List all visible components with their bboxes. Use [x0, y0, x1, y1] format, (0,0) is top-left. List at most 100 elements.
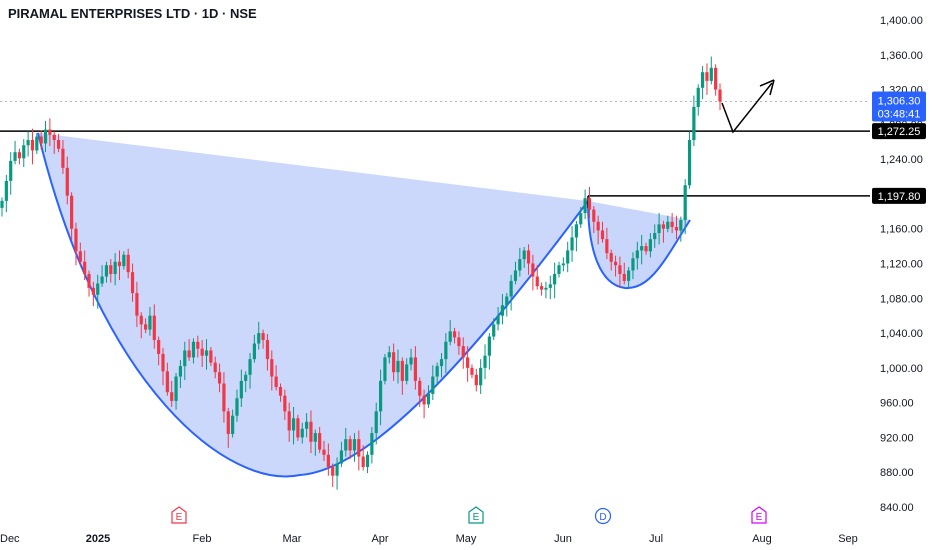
candle-body — [374, 411, 378, 434]
candle-body — [674, 226, 679, 231]
candle-body — [9, 160, 13, 181]
candle-body — [709, 67, 713, 81]
x-tick-label: Sep — [838, 533, 858, 545]
candle-body — [0, 200, 4, 208]
candle-body — [535, 276, 539, 287]
candle-body — [226, 411, 230, 434]
candle-body — [96, 283, 100, 295]
countdown-label: 03:48:41 — [878, 108, 921, 120]
candle-body — [413, 357, 417, 381]
event-marker-e[interactable]: E — [751, 506, 767, 524]
candle-body — [574, 224, 578, 238]
candle-body — [200, 348, 204, 356]
level-lines — [0, 100, 870, 208]
candle-body — [139, 315, 143, 325]
x-axis: Dec 2025 Feb Mar Apr May Jun Jul Aug Sep — [0, 533, 858, 545]
candle-body — [439, 359, 444, 367]
candle-body — [244, 374, 248, 381]
event-marker-e[interactable]: E — [171, 506, 187, 524]
candle-body — [557, 265, 561, 274]
candle-body — [22, 145, 26, 159]
y-tick-label: 1,400.00 — [880, 15, 923, 27]
event-marker-e[interactable]: E — [468, 506, 484, 524]
candle-body — [618, 265, 622, 274]
candle-body — [653, 233, 657, 240]
candle-body — [444, 341, 448, 360]
event-letter: E — [176, 512, 183, 523]
candle-body — [500, 305, 505, 316]
event-marker-d[interactable]: D — [594, 507, 612, 525]
candle-body — [570, 237, 574, 251]
candle-body — [326, 454, 330, 467]
candle-body — [217, 372, 222, 384]
event-letter: E — [473, 512, 480, 523]
level-price-label: 1,272.25 — [878, 126, 921, 138]
candle-body — [209, 350, 213, 363]
candle-body — [322, 449, 326, 455]
candle-body — [126, 254, 130, 273]
candle-body — [309, 421, 313, 442]
candle-body — [448, 331, 452, 342]
candle-body — [261, 333, 265, 341]
candle-body — [583, 198, 587, 214]
x-tick-label: Jul — [649, 533, 663, 545]
candle-body — [339, 450, 344, 464]
candle-body — [548, 284, 552, 288]
candle-body — [357, 439, 361, 457]
candle-body — [196, 341, 200, 349]
candle-body — [344, 439, 348, 451]
candle-body — [466, 357, 470, 368]
candle-body — [291, 418, 296, 431]
candle-body — [526, 250, 531, 264]
candle-body — [405, 364, 409, 381]
candle-body — [152, 315, 156, 341]
candle-body — [148, 315, 152, 330]
y-tick-label: 920.00 — [880, 432, 914, 444]
candle-body — [191, 341, 196, 358]
level-price-tag — [872, 187, 926, 204]
candle-body — [474, 374, 478, 386]
projection-arrow — [721, 79, 775, 134]
y-tick-label: 880.00 — [880, 467, 914, 479]
candle-body — [70, 195, 74, 229]
candle-body — [679, 220, 683, 231]
candle-body — [287, 411, 291, 431]
candle-body — [130, 272, 135, 294]
candle-body — [183, 350, 187, 367]
candle-body — [644, 246, 648, 252]
x-tick-label: Apr — [371, 533, 388, 545]
candle-body — [235, 398, 239, 416]
level-price-label: 1,197.80 — [878, 191, 921, 203]
candle-body — [640, 246, 644, 251]
candle-body — [409, 357, 413, 365]
candle-body — [91, 287, 95, 295]
y-tick-label: 840.00 — [880, 502, 914, 514]
candle-body — [274, 376, 278, 387]
chart-title: PIRAMAL ENTERPRISES LTD · 1D · NSE — [8, 6, 257, 21]
candle-body — [600, 230, 605, 240]
candle-body — [157, 340, 161, 354]
candle-body — [17, 152, 22, 159]
candle-body — [461, 346, 465, 358]
candle-body — [513, 270, 518, 281]
candle-body — [579, 213, 583, 225]
candle-body — [613, 261, 618, 266]
candle-body — [452, 331, 457, 338]
candle-body — [361, 456, 365, 467]
candle-body — [566, 250, 570, 264]
candle-body — [696, 87, 700, 107]
candle-body — [418, 380, 422, 396]
candle-body — [65, 167, 69, 196]
candle-body — [318, 433, 322, 450]
candle-body — [174, 376, 178, 401]
candle-body — [252, 343, 256, 360]
candle-body — [631, 258, 635, 271]
candle-body — [426, 393, 431, 405]
candles — [0, 56, 722, 490]
candle-body — [383, 357, 387, 381]
candle-body — [457, 337, 461, 347]
candle-body — [270, 359, 274, 377]
